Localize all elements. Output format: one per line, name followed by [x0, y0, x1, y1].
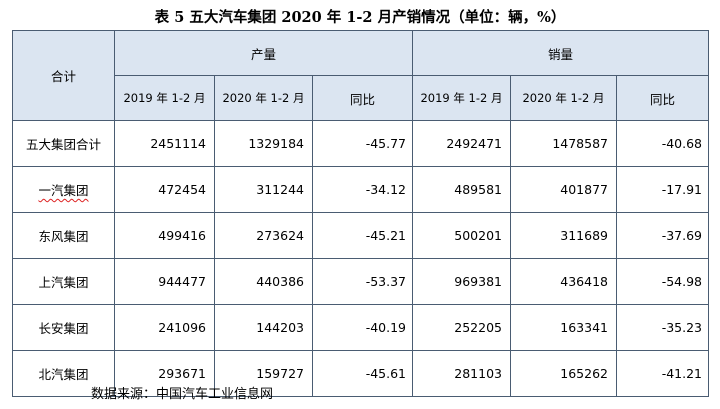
prod-2020-cell: 1329184	[214, 120, 313, 167]
table-row: 上汽集团 944477 440386 -53.37 969381 436418 -54.98	[12, 258, 709, 305]
sales-yoy-header: 同比	[616, 75, 709, 121]
prod-2019-cell: 241096	[114, 304, 215, 351]
sales-2020-cell: 165262	[510, 350, 617, 397]
sales-2019-cell: 2492471	[412, 120, 511, 167]
prod-yoy-header: 同比	[312, 75, 413, 121]
table-row: 一汽集团 472454 311244 -34.12 489581 401877 -17.91	[12, 166, 709, 213]
row-name: 五大集团合计	[12, 120, 115, 167]
sales-yoy-cell: -37.69	[616, 212, 709, 259]
row-name: 长安集团	[12, 304, 115, 351]
prod-yoy-cell: -45.21	[312, 212, 413, 259]
sales-2020-cell: 436418	[510, 258, 617, 305]
prod-2020-cell: 273624	[214, 212, 313, 259]
sales-2020-cell: 1478587	[510, 120, 617, 167]
sales-2020-cell: 311689	[510, 212, 617, 259]
sales-yoy-cell: -40.68	[616, 120, 709, 167]
sales-yoy-cell: -17.91	[616, 166, 709, 213]
table-row: 长安集团 241096 144203 -40.19 252205 163341 -35.23	[12, 304, 709, 351]
table-title: 表 5 五大汽车集团 2020 年 1-2 月产销情况（单位：辆，%）	[154, 9, 566, 26]
prod-2020-header: 2020 年 1-2 月	[214, 75, 313, 121]
data-source-note: 数据来源：中国汽车工业信息网	[91, 387, 274, 402]
prod-2019-cell: 499416	[114, 212, 215, 259]
sales-2019-cell: 500201	[412, 212, 511, 259]
table-row: 五大集团合计 2451114 1329184 -45.77 2492471 1478587…	[12, 120, 709, 167]
sales-2019-cell: 252205	[412, 304, 511, 351]
row-name: 北汽集团	[12, 350, 115, 397]
prod-2019-cell: 944477	[114, 258, 215, 305]
row-name: 上汽集团	[12, 258, 115, 305]
sales-2019-cell: 489581	[412, 166, 511, 213]
sales-group-header: 销量	[412, 30, 709, 76]
sales-2019-cell: 281103	[412, 350, 511, 397]
sales-2019-header: 2019 年 1-2 月	[412, 75, 511, 121]
row-name-text: 一汽集团	[38, 183, 89, 198]
prod-2019-cell: 2451114	[114, 120, 215, 167]
prod-yoy-cell: -45.61	[312, 350, 413, 397]
header-row-columns: 2019 年 1-2 月 2020 年 1-2 月 同比 2019 年 1-2 …	[13, 75, 709, 121]
production-sales-table: 合计 产量 销量 2019 年 1-2 月 2020 年 1-2 月 同比 20…	[12, 30, 709, 397]
prod-2019-cell: 293671	[114, 350, 215, 397]
prod-yoy-cell: -45.77	[312, 120, 413, 167]
table-row: 北汽集团 293671 159727 -45.61 281103 165262 -41.21	[12, 350, 709, 397]
header-row-groups: 合计 产量 销量	[12, 30, 709, 121]
sales-2020-header: 2020 年 1-2 月	[510, 75, 617, 121]
sales-yoy-cell: -41.21	[616, 350, 709, 397]
sales-2020-cell: 163341	[510, 304, 617, 351]
prod-2020-cell: 440386	[214, 258, 313, 305]
production-group-header: 产量	[114, 30, 413, 76]
prod-2020-cell: 311244	[214, 166, 313, 213]
sales-2019-cell: 969381	[412, 258, 511, 305]
sales-yoy-cell: -54.98	[616, 258, 709, 305]
prod-yoy-cell: -34.12	[312, 166, 413, 213]
prod-2019-header: 2019 年 1-2 月	[114, 75, 215, 121]
row-name: 一汽集团	[12, 166, 115, 213]
prod-2019-cell: 472454	[114, 166, 215, 213]
sales-yoy-cell: -35.23	[616, 304, 709, 351]
table-row: 东风集团 499416 273624 -45.21 500201 311689 -37.69	[12, 212, 709, 259]
corner-header: 合计	[12, 30, 115, 121]
prod-yoy-cell: -40.19	[312, 304, 413, 351]
sales-2020-cell: 401877	[510, 166, 617, 213]
prod-yoy-cell: -53.37	[312, 258, 413, 305]
prod-2020-cell: 144203	[214, 304, 313, 351]
row-name: 东风集团	[12, 212, 115, 259]
